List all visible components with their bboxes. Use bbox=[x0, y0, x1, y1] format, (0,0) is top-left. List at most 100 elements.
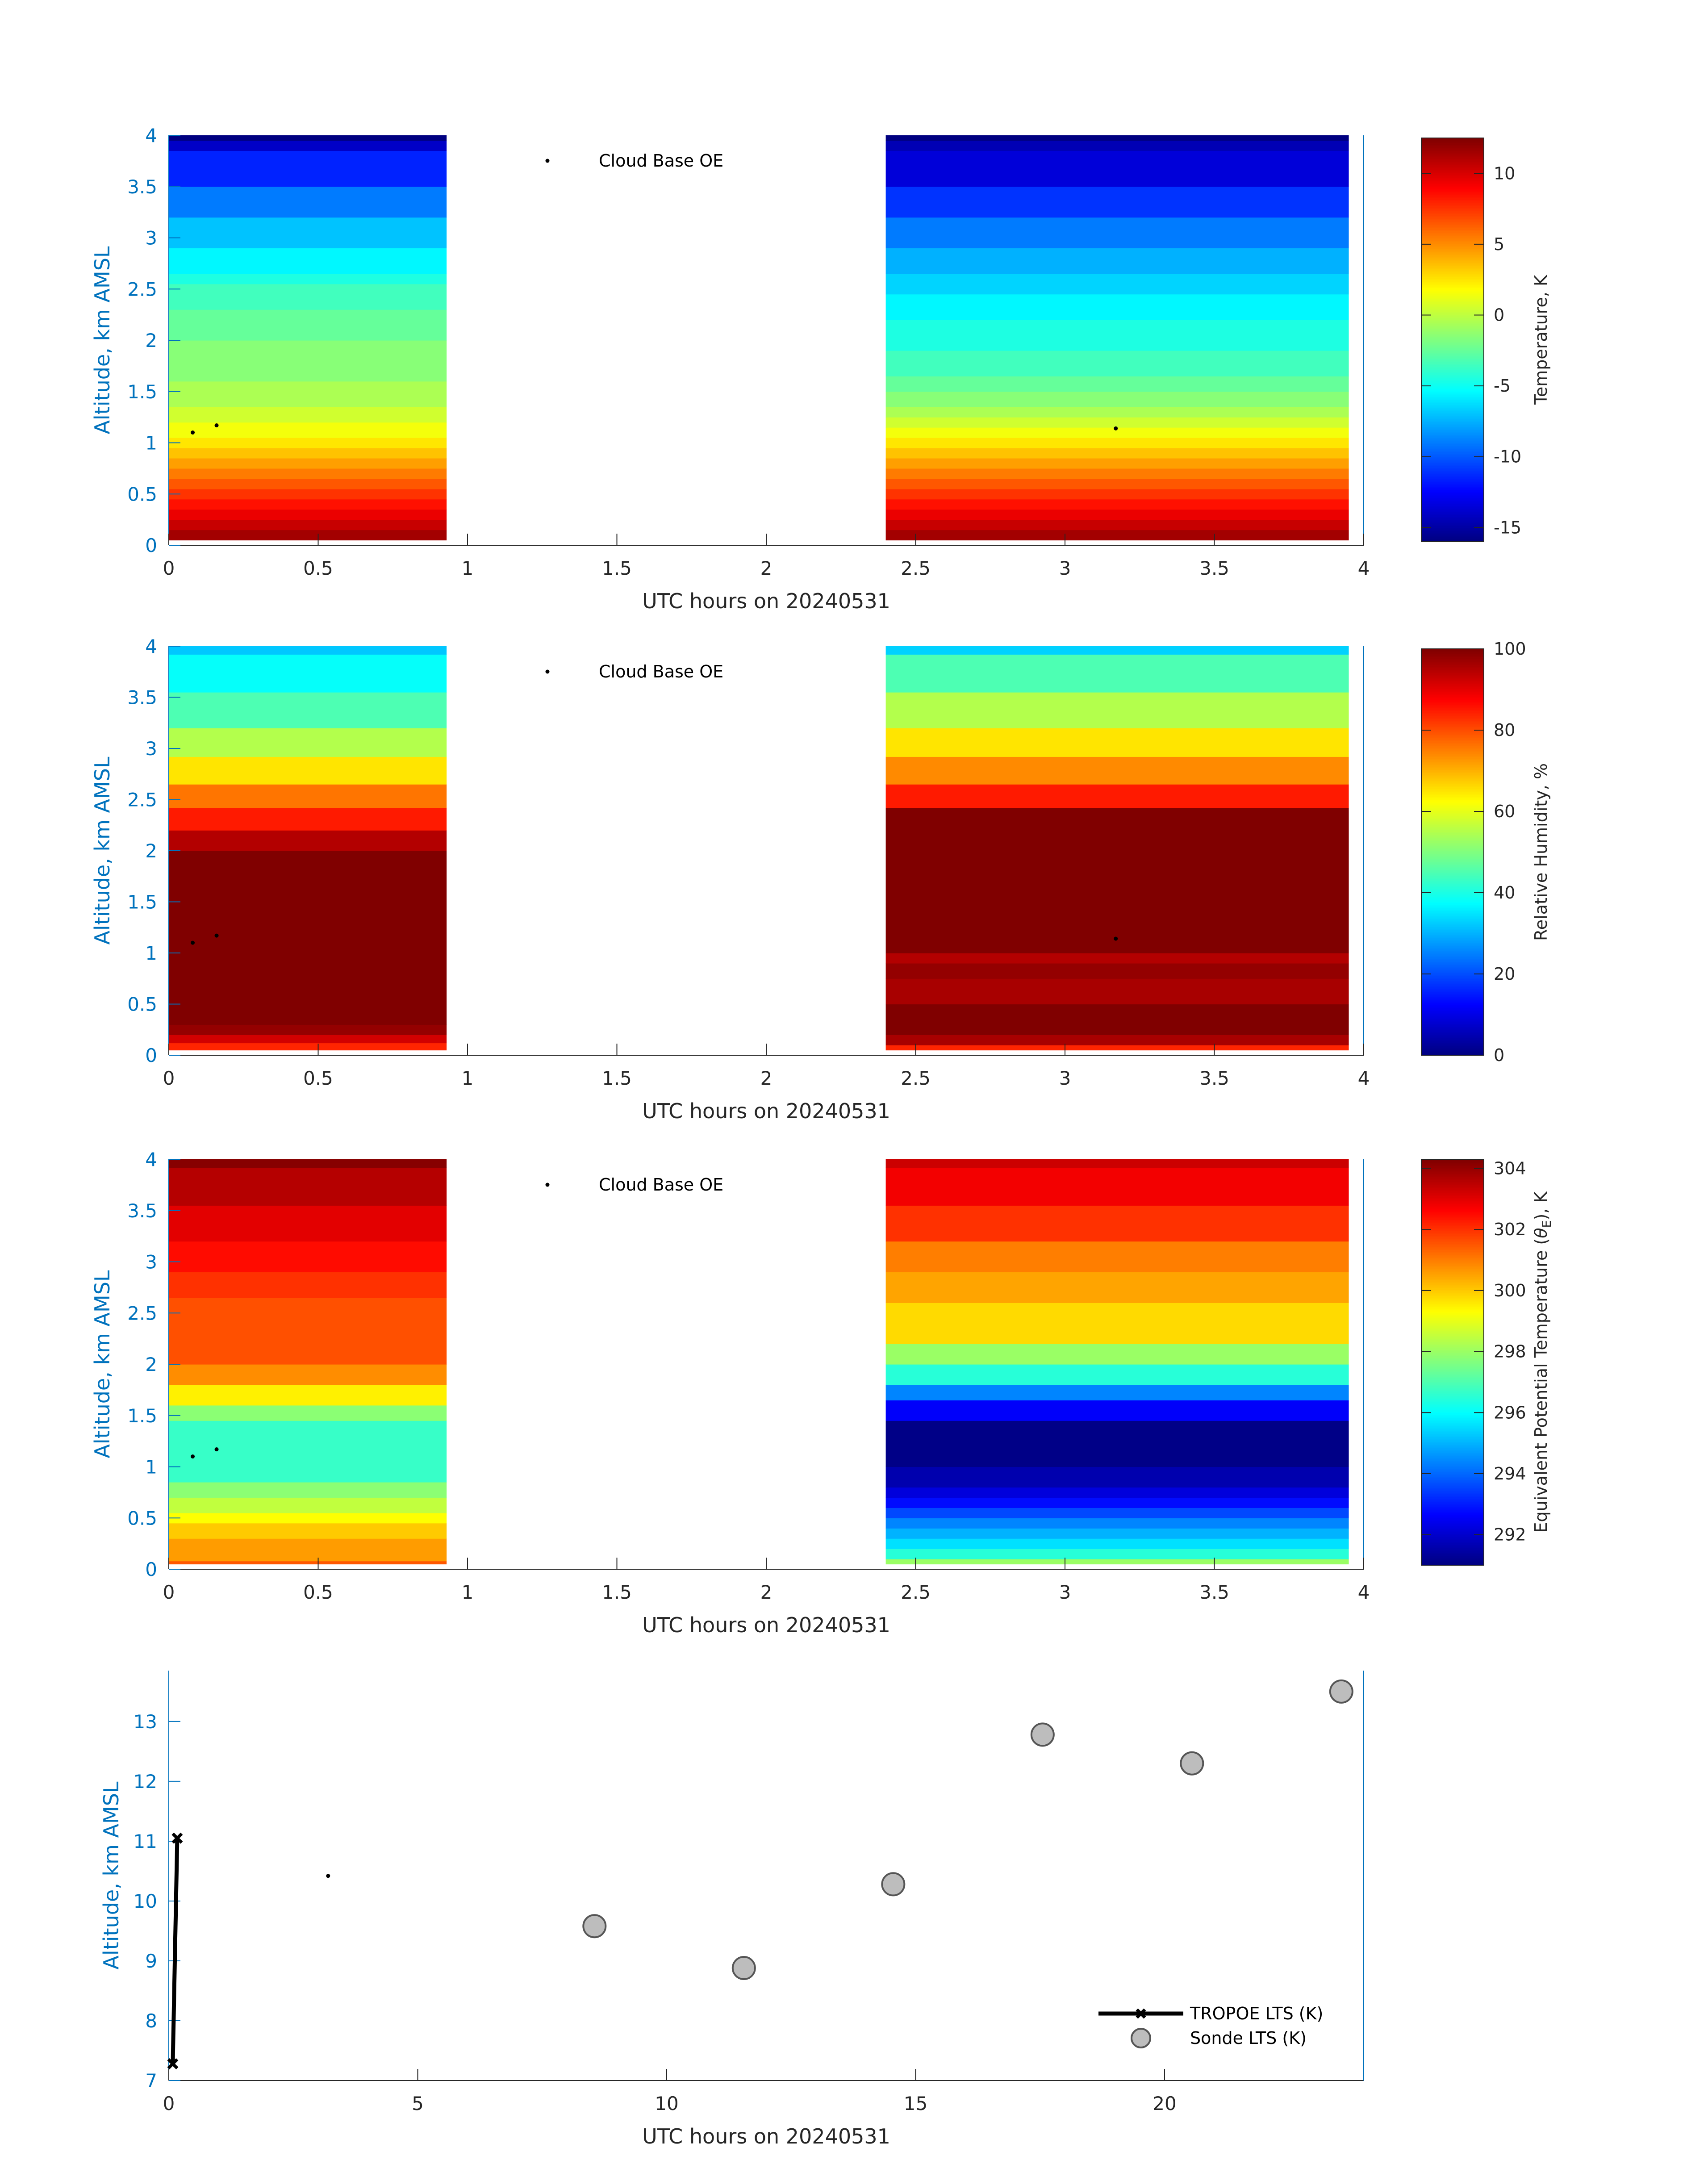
colorbar-segment bbox=[1421, 823, 1484, 826]
colorbar-segment bbox=[1421, 1353, 1484, 1355]
sonde-point bbox=[1180, 1751, 1204, 1776]
colorbar-segment bbox=[1421, 850, 1484, 852]
colorbar-segment bbox=[1421, 709, 1484, 711]
colorbar-segment bbox=[1421, 166, 1484, 168]
colorbar-segment bbox=[1421, 1435, 1484, 1437]
heatmap-cell bbox=[885, 1538, 1349, 1549]
colorbar-segment bbox=[1421, 874, 1484, 877]
colorbar-segment bbox=[1421, 477, 1484, 479]
colorbar-segment bbox=[1421, 1180, 1484, 1182]
colorbar-segment bbox=[1421, 276, 1484, 279]
colorbar-segment bbox=[1421, 1563, 1484, 1566]
colorbar-segment bbox=[1421, 1161, 1484, 1163]
colorbar-segment bbox=[1421, 272, 1484, 274]
colorbar-segment bbox=[1421, 305, 1484, 307]
colorbar-segment bbox=[1421, 982, 1484, 984]
colorbar-segment bbox=[1421, 1494, 1484, 1496]
colorbar-tick-label: 298 bbox=[1494, 1342, 1526, 1362]
colorbar-segment bbox=[1421, 1340, 1484, 1342]
legend: Cloud Base OE bbox=[545, 151, 723, 171]
colorbar-segment bbox=[1421, 957, 1484, 959]
heatmap-cell bbox=[885, 1159, 1349, 1168]
colorbar-segment bbox=[1421, 1304, 1484, 1306]
colorbar-segment bbox=[1421, 663, 1484, 665]
colorbar-segment bbox=[1421, 340, 1484, 342]
heatmap-cell bbox=[885, 350, 1349, 376]
colorbar-segment bbox=[1421, 150, 1484, 153]
colorbar-segment bbox=[1421, 887, 1484, 889]
colorbar-segment bbox=[1421, 390, 1484, 393]
colorbar-segment bbox=[1421, 884, 1484, 886]
colorbar-segment bbox=[1421, 656, 1484, 659]
colorbar-segment bbox=[1421, 698, 1484, 700]
colorbar-segment bbox=[1421, 243, 1484, 246]
colorbar-segment bbox=[1421, 1011, 1484, 1013]
colorbar-segment bbox=[1421, 1205, 1484, 1208]
colorbar-segment bbox=[1421, 1506, 1484, 1508]
colorbar-segment bbox=[1421, 1284, 1484, 1287]
colorbar-segment bbox=[1421, 393, 1484, 396]
heatmap-cell bbox=[885, 953, 1349, 964]
colorbar-segment bbox=[1421, 1186, 1484, 1188]
colorbar-segment bbox=[1421, 336, 1484, 339]
x-tick-label: 1 bbox=[462, 1067, 474, 1089]
y-tick-label: 8 bbox=[145, 2010, 157, 2032]
heatmap-cell bbox=[885, 489, 1349, 500]
colorbar-segment bbox=[1421, 428, 1484, 430]
colorbar-segment bbox=[1421, 876, 1484, 878]
colorbar-segment bbox=[1421, 1216, 1484, 1219]
heatmap-cell bbox=[169, 438, 447, 448]
colorbar-segment bbox=[1421, 695, 1484, 697]
colorbar-segment bbox=[1421, 942, 1484, 944]
colorbar-segment bbox=[1421, 1164, 1484, 1166]
colorbar-segment bbox=[1421, 1519, 1484, 1521]
legend-label: Sonde LTS (K) bbox=[1190, 2028, 1307, 2048]
colorbar-segment bbox=[1421, 1049, 1484, 1051]
y-tick-label: 2 bbox=[145, 840, 157, 862]
colorbar-segment bbox=[1421, 1264, 1484, 1266]
colorbar-segment bbox=[1421, 196, 1484, 198]
colorbar-segment bbox=[1421, 324, 1484, 326]
colorbar-segment bbox=[1421, 866, 1484, 869]
colorbar-segment bbox=[1421, 201, 1484, 203]
colorbar-segment bbox=[1421, 139, 1484, 142]
colorbar-segment bbox=[1421, 1381, 1484, 1383]
colorbar-segment bbox=[1421, 1302, 1484, 1304]
y-tick-label: 12 bbox=[134, 1771, 157, 1793]
colorbar-segment bbox=[1421, 782, 1484, 784]
heatmap-cell bbox=[169, 217, 447, 249]
colorbar-segment bbox=[1421, 1322, 1484, 1325]
y-tick-label: 4 bbox=[145, 635, 157, 657]
x-tick-label: 1 bbox=[462, 557, 474, 579]
colorbar-segment bbox=[1421, 1537, 1484, 1539]
colorbar-segment bbox=[1421, 712, 1484, 715]
heatmap-cell bbox=[885, 478, 1349, 489]
heatmap-cell bbox=[885, 1384, 1349, 1400]
y-tick-label: 9 bbox=[145, 1950, 157, 1972]
colorbar-segment bbox=[1421, 1292, 1484, 1295]
y-tick-label: 3.5 bbox=[127, 1200, 157, 1222]
colorbar-segment bbox=[1421, 1488, 1484, 1490]
colorbar-segment bbox=[1421, 1203, 1484, 1206]
heatmap-cell bbox=[169, 692, 447, 728]
colorbar-segment bbox=[1421, 1484, 1484, 1487]
colorbar-segment bbox=[1421, 1541, 1484, 1544]
colorbar-segment bbox=[1421, 1422, 1484, 1425]
colorbar-tick-label: 300 bbox=[1494, 1281, 1526, 1300]
colorbar-segment bbox=[1421, 1001, 1484, 1003]
colorbar-segment bbox=[1421, 1509, 1484, 1512]
colorbar-tick-label: 40 bbox=[1494, 883, 1515, 903]
colorbar-segment bbox=[1421, 888, 1484, 891]
colorbar-segment bbox=[1421, 280, 1484, 282]
colorbar-segment bbox=[1421, 812, 1484, 815]
colorbar-segment bbox=[1421, 501, 1484, 503]
colorbar-segment bbox=[1421, 1468, 1484, 1471]
colorbar-segment bbox=[1421, 202, 1484, 205]
colorbar-segment bbox=[1421, 434, 1484, 437]
colorbar-segment bbox=[1421, 204, 1484, 206]
heatmap-cell bbox=[169, 1513, 447, 1524]
colorbar-segment bbox=[1421, 1332, 1484, 1334]
tropoe-line bbox=[171, 1838, 180, 2064]
colorbar-segment bbox=[1421, 192, 1484, 194]
heatmap-cell bbox=[169, 1561, 447, 1565]
